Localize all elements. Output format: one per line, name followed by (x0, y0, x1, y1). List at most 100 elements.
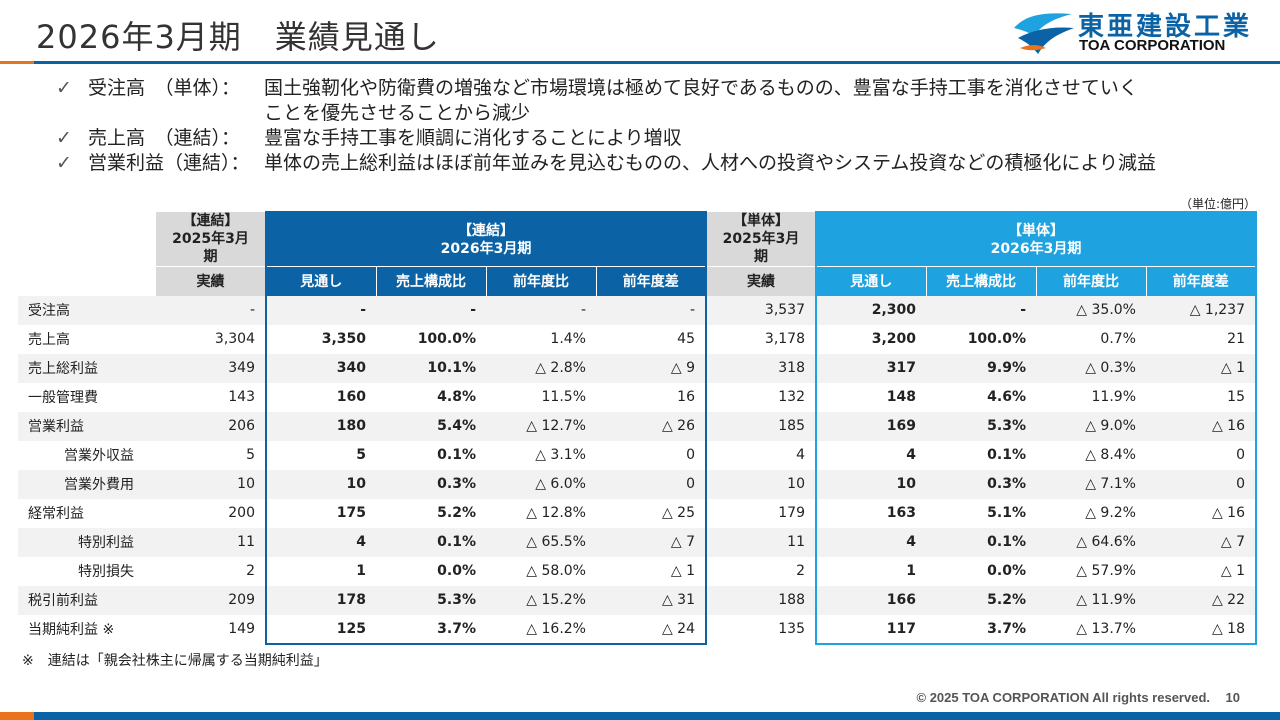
cell-cons-forecast: 10 (265, 469, 376, 499)
row-label: 特別利益 (18, 527, 156, 557)
header-cons-2026: 【連結】 2026年3月期 (265, 211, 707, 267)
subheader-forecast: 見通し (815, 266, 926, 296)
table-row: 特別利益 11 4 0.1% △ 65.5% △ 7 11 4 0.1% △ 64.6% △ 7 (18, 527, 1257, 557)
cell-cons-yoy: △ 12.7% (486, 411, 596, 441)
logo-japanese: 東亜建設工業 (1078, 12, 1253, 42)
cell-cons-ratio: 3.7% (376, 614, 486, 645)
cell-solo-ratio: 0.1% (987, 447, 1026, 463)
page-number: 10 (1225, 690, 1240, 705)
header-solo-2026: 【単体】 2026年3月期 (815, 211, 1257, 267)
cell-cons-diff: △ 25 (596, 498, 707, 528)
cell-solo-ratio: 9.9% (926, 353, 1036, 383)
cell-cons-actual: 149 (228, 621, 255, 637)
subheader-diff: 前年度差 (1145, 266, 1257, 296)
cell-cons-diff: 16 (596, 382, 707, 412)
table-row: 当期純利益 ※ 149 125 3.7% △ 16.2% △ 24 135 117 3.7% △ … (18, 614, 1257, 645)
row-label: 経常利益 (28, 506, 84, 522)
cell-solo-diff: △ 22 (1146, 585, 1257, 615)
cell-cons-diff: △ 7 (596, 527, 707, 557)
cell-cons-forecast: 340 (265, 353, 376, 383)
cell-solo-yoy: △ 57.9% (1076, 563, 1136, 579)
bullet-text: 単体の売上総利益はほぼ前年並みを見込むものの、人材への投資やシステム投資などの積… (264, 152, 1157, 174)
table-row: 特別損失 2 1 0.0% △ 58.0% △ 1 2 1 0.0% △ 57.9% △ 1 (18, 556, 1257, 586)
cell-cons-diff: 0 (596, 440, 707, 470)
cell-solo-diff: △ 1 (1146, 556, 1257, 586)
row-label: 売上総利益 (18, 353, 156, 383)
summary-bullets: ✓ 受注高 （単体）： 国土強靭化や防衛費の増強など市場環境は極めて良好であるものの… (56, 76, 1156, 176)
row-label: 税引前利益 (18, 585, 156, 615)
table-row: 一般管理費 143 160 4.8% 11.5% 16 132 148 4.6% 11.9% 15 (18, 382, 1257, 412)
cell-solo-forecast: 10 (815, 469, 926, 499)
check-icon: ✓ (56, 152, 72, 174)
cell-cons-forecast: 175 (265, 498, 376, 528)
cell-solo-actual: 179 (778, 505, 805, 521)
cell-cons-actual: 200 (228, 505, 255, 521)
subheader-forecast: 見通し (265, 266, 376, 296)
cell-solo-forecast: 4 (815, 440, 926, 470)
cell-cons-yoy: △ 12.8% (526, 505, 586, 521)
cell-cons-yoy: △ 2.8% (486, 353, 596, 383)
check-icon: ✓ (56, 77, 72, 99)
check-icon: ✓ (56, 127, 72, 149)
bullet-text: 豊富な手持工事を順調に消化することにより増収 (264, 127, 682, 149)
logo-english: TOA CORPORATION (1079, 37, 1226, 54)
header-spacer (18, 267, 156, 296)
cell-solo-diff: △ 1 (1146, 353, 1257, 383)
cell-solo-diff: △ 7 (1146, 527, 1257, 557)
cell-cons-yoy: △ 16.2% (486, 614, 596, 645)
subheader-actual: 実績 (156, 266, 266, 296)
cell-solo-diff: 0 (1146, 440, 1257, 470)
bullet-orders: ✓ 受注高 （単体）： 国土強靭化や防衛費の増強など市場環境は極めて良好であるものの… (56, 76, 1138, 101)
header-solo-2025: 【単体】 2025年3月期 (706, 212, 816, 267)
row-label: 営業外費用 (18, 469, 156, 499)
cell-cons-ratio: 0.1% (376, 527, 486, 557)
cell-cons-actual: 349 (156, 353, 266, 383)
cell-solo-ratio: 0.0% (987, 563, 1026, 579)
cell-cons-yoy: △ 15.2% (486, 585, 596, 615)
cell-cons-diff: △ 1 (596, 556, 707, 586)
cell-solo-yoy: △ 11.9% (1036, 585, 1146, 615)
cell-cons-diff: △ 31 (596, 585, 707, 615)
cell-cons-yoy: △ 58.0% (526, 563, 586, 579)
cell-solo-diff: 15 (1146, 382, 1257, 412)
bullet-label: 営業利益（連結）： (88, 152, 250, 174)
page-title: 2026年3月期 業績見通し (36, 18, 440, 56)
logo-mark-icon (1014, 13, 1074, 54)
subheader-diff: 前年度差 (595, 266, 707, 296)
cell-solo-diff: △ 1,237 (1146, 295, 1257, 325)
cell-solo-diff: 21 (1146, 324, 1257, 354)
cell-solo-forecast: 1 (815, 556, 926, 586)
bullet-label: 売上高 （連結）： (88, 127, 241, 149)
header-cons-2025: 【連結】 2025年3月期 (156, 212, 266, 267)
row-label: 売上高 (28, 332, 70, 348)
cell-cons-actual: 5 (246, 447, 255, 463)
cell-solo-forecast: 2,300 (815, 295, 926, 325)
cell-solo-diff: △ 18 (1146, 614, 1257, 645)
bullet-operating-income: ✓ 営業利益（連結）： 単体の売上総利益はほぼ前年並みを見込むものの、人材への投資や… (56, 151, 1156, 176)
cell-solo-actual: 11 (706, 527, 816, 557)
cell-cons-diff: - (596, 295, 707, 325)
cell-solo-yoy: △ 0.3% (1036, 353, 1146, 383)
cell-solo-forecast: 166 (815, 585, 926, 615)
cell-solo-ratio: 4.6% (987, 389, 1026, 405)
cell-cons-actual: 11 (156, 527, 266, 557)
cell-solo-actual: 185 (706, 411, 816, 441)
cell-solo-ratio: 5.3% (926, 411, 1036, 441)
cell-solo-yoy: △ 7.1% (1036, 469, 1146, 499)
table-row: 売上高 3,304 3,350 100.0% 1.4% 45 3,178 3,200 100.0… (18, 324, 1257, 354)
cell-cons-ratio: - (376, 295, 486, 325)
cell-solo-actual: 4 (796, 447, 805, 463)
cell-cons-yoy: 1.4% (550, 331, 586, 347)
cell-solo-ratio: 3.7% (926, 614, 1036, 645)
cell-cons-actual: 143 (228, 389, 255, 405)
cell-cons-forecast: - (265, 295, 376, 325)
cell-cons-ratio: 4.8% (437, 389, 476, 405)
cell-solo-forecast: 163 (815, 498, 926, 528)
cell-solo-forecast: 117 (815, 614, 926, 645)
title-rule-accent (0, 61, 34, 64)
cell-solo-actual: 132 (778, 389, 805, 405)
cell-solo-actual: 188 (706, 585, 816, 615)
subheader-yoy: 前年度比 (1035, 266, 1146, 296)
cell-solo-actual: 2 (796, 563, 805, 579)
cell-solo-actual: 318 (706, 353, 816, 383)
